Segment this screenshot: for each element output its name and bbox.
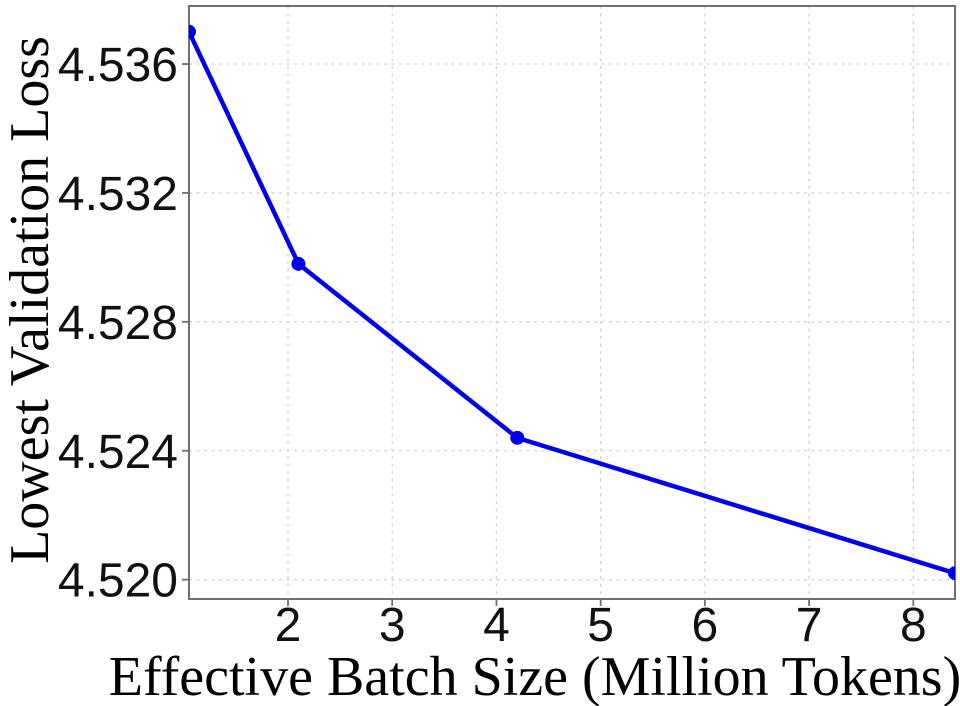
y-tick-label: 4.524	[58, 426, 178, 479]
data-series-layer	[189, 24, 955, 581]
x-tick-label: 4	[483, 599, 510, 652]
axis-ticks	[182, 63, 915, 606]
x-tick-label: 7	[796, 599, 823, 652]
data-point-marker	[510, 430, 525, 445]
plot-area	[189, 6, 955, 599]
data-point-marker	[189, 24, 196, 39]
x-tick-label: 2	[275, 599, 302, 652]
x-tick-label: 5	[587, 599, 614, 652]
x-tick-label: 6	[692, 599, 719, 652]
data-point-marker	[291, 256, 306, 271]
plot-border	[188, 5, 956, 600]
y-axis-label: Lowest Validation Loss	[0, 36, 61, 564]
y-tick-label: 4.532	[58, 168, 178, 221]
data-point-marker	[948, 566, 955, 581]
y-tick-label: 4.536	[58, 39, 178, 92]
x-axis-label: Effective Batch Size (Million Tokens)	[109, 646, 960, 706]
x-tick-label: 8	[900, 599, 927, 652]
y-tick-label: 4.520	[58, 555, 178, 608]
tick-labels: 2 3 4 5 6 7 8 4.520 4.524 4.528 4.532 4.536	[58, 39, 927, 652]
y-tick-label: 4.528	[58, 297, 178, 350]
gridlines	[189, 6, 955, 599]
x-tick-label: 3	[379, 599, 406, 652]
loss-curve	[189, 29, 955, 576]
